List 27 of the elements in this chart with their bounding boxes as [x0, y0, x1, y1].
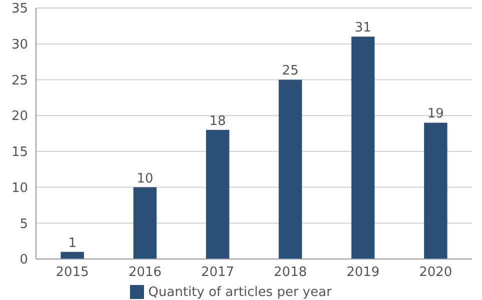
- bar: [133, 187, 157, 259]
- y-tick-label: 30: [11, 37, 28, 52]
- x-tick-label: 2020: [419, 265, 452, 280]
- x-tick-label: 2018: [274, 265, 307, 280]
- y-tick-label: 5: [20, 216, 28, 232]
- bar: [351, 36, 375, 259]
- data-label: 10: [136, 171, 154, 186]
- y-tick-label: 15: [11, 145, 28, 160]
- data-label: 19: [427, 106, 444, 122]
- x-tick-label: 2016: [128, 265, 162, 280]
- y-tick-label: 20: [11, 109, 28, 124]
- x-tick-label: 2019: [346, 265, 380, 280]
- bar: [424, 122, 448, 259]
- data-label: 1: [68, 236, 76, 251]
- legend-label: Quantity of articles per year: [148, 285, 332, 300]
- y-tick-label: 10: [11, 180, 28, 196]
- x-tick-label: 2015: [56, 265, 89, 280]
- data-label: 25: [282, 64, 299, 79]
- y-tick-label: 35: [11, 2, 28, 17]
- bar: [278, 80, 302, 259]
- y-tick-label: 25: [11, 73, 28, 88]
- x-tick-label: 2017: [201, 265, 234, 280]
- bar: [60, 252, 84, 259]
- data-label: 31: [354, 20, 372, 36]
- y-tick-label: 0: [20, 252, 28, 268]
- bar: [206, 130, 230, 259]
- data-label: 18: [209, 114, 226, 129]
